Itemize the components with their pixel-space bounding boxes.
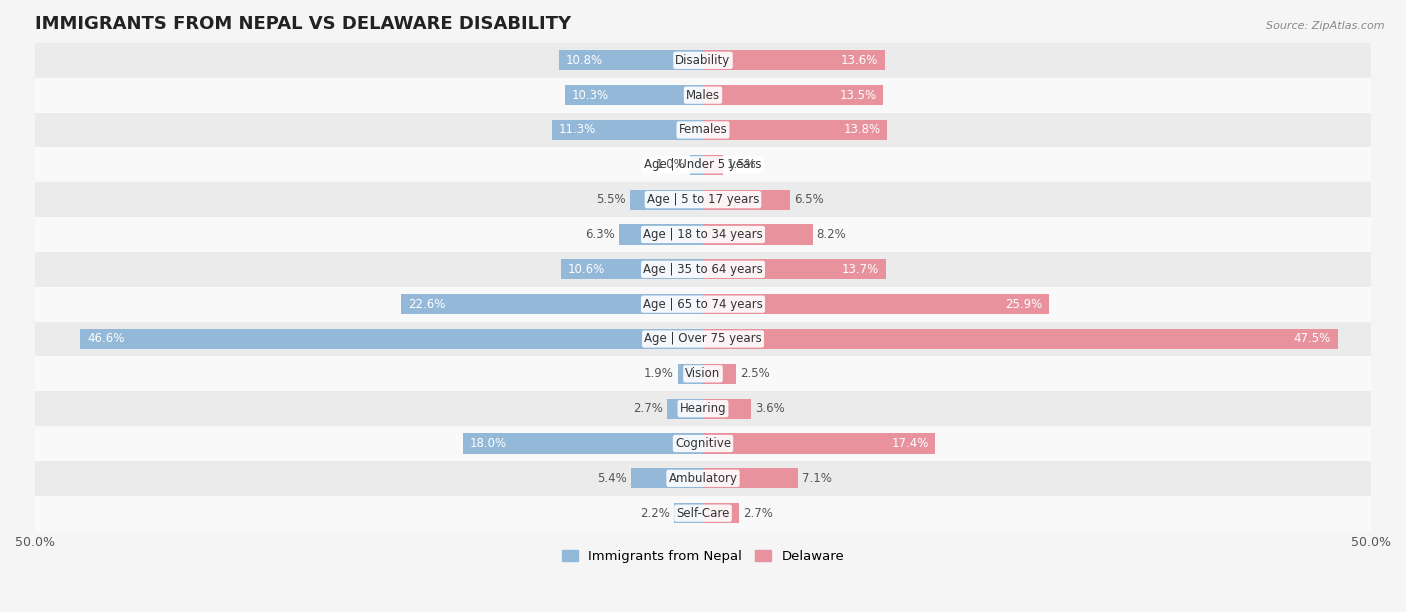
Bar xyxy=(565,85,703,105)
Text: 8.2%: 8.2% xyxy=(817,228,846,241)
Legend: Immigrants from Nepal, Delaware: Immigrants from Nepal, Delaware xyxy=(557,544,849,568)
Text: 46.6%: 46.6% xyxy=(87,332,125,346)
Bar xyxy=(401,294,703,314)
Bar xyxy=(678,364,703,384)
Bar xyxy=(35,356,1371,391)
Bar xyxy=(703,398,751,419)
Text: Age | 65 to 74 years: Age | 65 to 74 years xyxy=(643,297,763,311)
Text: 1.0%: 1.0% xyxy=(655,159,686,171)
Text: Source: ZipAtlas.com: Source: ZipAtlas.com xyxy=(1267,21,1385,31)
Text: 11.3%: 11.3% xyxy=(558,124,596,136)
Bar xyxy=(35,78,1371,113)
Text: 13.8%: 13.8% xyxy=(844,124,880,136)
Text: Disability: Disability xyxy=(675,54,731,67)
Bar xyxy=(703,294,1049,314)
Bar xyxy=(561,259,703,280)
Bar xyxy=(35,391,1371,426)
Text: 25.9%: 25.9% xyxy=(1005,297,1042,311)
Text: Hearing: Hearing xyxy=(679,402,727,415)
Bar xyxy=(631,468,703,488)
Text: Age | 35 to 64 years: Age | 35 to 64 years xyxy=(643,263,763,276)
Text: 2.2%: 2.2% xyxy=(640,507,669,520)
Bar xyxy=(35,43,1371,78)
Bar xyxy=(703,259,886,280)
Text: 10.6%: 10.6% xyxy=(568,263,606,276)
Bar xyxy=(35,461,1371,496)
Bar xyxy=(666,398,703,419)
Text: 7.1%: 7.1% xyxy=(801,472,832,485)
Text: Males: Males xyxy=(686,89,720,102)
Text: Age | 18 to 34 years: Age | 18 to 34 years xyxy=(643,228,763,241)
Text: Cognitive: Cognitive xyxy=(675,437,731,450)
Bar xyxy=(35,182,1371,217)
Bar xyxy=(703,50,884,70)
Text: Ambulatory: Ambulatory xyxy=(668,472,738,485)
Text: 13.6%: 13.6% xyxy=(841,54,877,67)
Text: 10.8%: 10.8% xyxy=(565,54,603,67)
Text: Age | 5 to 17 years: Age | 5 to 17 years xyxy=(647,193,759,206)
Text: 6.3%: 6.3% xyxy=(585,228,614,241)
Text: Age | Under 5 years: Age | Under 5 years xyxy=(644,159,762,171)
Text: Age | Over 75 years: Age | Over 75 years xyxy=(644,332,762,346)
Bar xyxy=(35,287,1371,321)
Bar xyxy=(703,190,790,210)
Bar xyxy=(619,225,703,245)
Bar xyxy=(80,329,703,349)
Bar xyxy=(463,433,703,453)
Bar xyxy=(35,496,1371,531)
Bar xyxy=(558,50,703,70)
Bar xyxy=(703,225,813,245)
Text: 2.7%: 2.7% xyxy=(633,402,662,415)
Text: 13.7%: 13.7% xyxy=(842,263,879,276)
Text: 17.4%: 17.4% xyxy=(891,437,929,450)
Bar xyxy=(703,364,737,384)
Text: 6.5%: 6.5% xyxy=(794,193,824,206)
Text: Females: Females xyxy=(679,124,727,136)
Bar xyxy=(35,426,1371,461)
Text: 18.0%: 18.0% xyxy=(470,437,506,450)
Bar xyxy=(703,85,883,105)
Text: 1.5%: 1.5% xyxy=(727,159,756,171)
Text: 3.6%: 3.6% xyxy=(755,402,785,415)
Bar xyxy=(35,217,1371,252)
Bar xyxy=(630,190,703,210)
Text: Self-Care: Self-Care xyxy=(676,507,730,520)
Bar xyxy=(673,503,703,523)
Bar xyxy=(35,252,1371,287)
Bar xyxy=(553,120,703,140)
Bar xyxy=(703,120,887,140)
Text: 10.3%: 10.3% xyxy=(572,89,609,102)
Bar xyxy=(35,321,1371,356)
Bar xyxy=(689,155,703,175)
Bar xyxy=(703,155,723,175)
Bar xyxy=(35,147,1371,182)
Text: 5.4%: 5.4% xyxy=(598,472,627,485)
Text: 1.9%: 1.9% xyxy=(644,367,673,380)
Text: 2.7%: 2.7% xyxy=(744,507,773,520)
Bar xyxy=(703,329,1337,349)
Text: 5.5%: 5.5% xyxy=(596,193,626,206)
Text: 22.6%: 22.6% xyxy=(408,297,446,311)
Text: 47.5%: 47.5% xyxy=(1294,332,1331,346)
Text: 13.5%: 13.5% xyxy=(839,89,877,102)
Text: IMMIGRANTS FROM NEPAL VS DELAWARE DISABILITY: IMMIGRANTS FROM NEPAL VS DELAWARE DISABI… xyxy=(35,15,571,33)
Text: Vision: Vision xyxy=(685,367,721,380)
Bar xyxy=(35,113,1371,147)
Bar xyxy=(703,468,797,488)
Bar xyxy=(703,433,935,453)
Text: 2.5%: 2.5% xyxy=(741,367,770,380)
Bar xyxy=(703,503,740,523)
